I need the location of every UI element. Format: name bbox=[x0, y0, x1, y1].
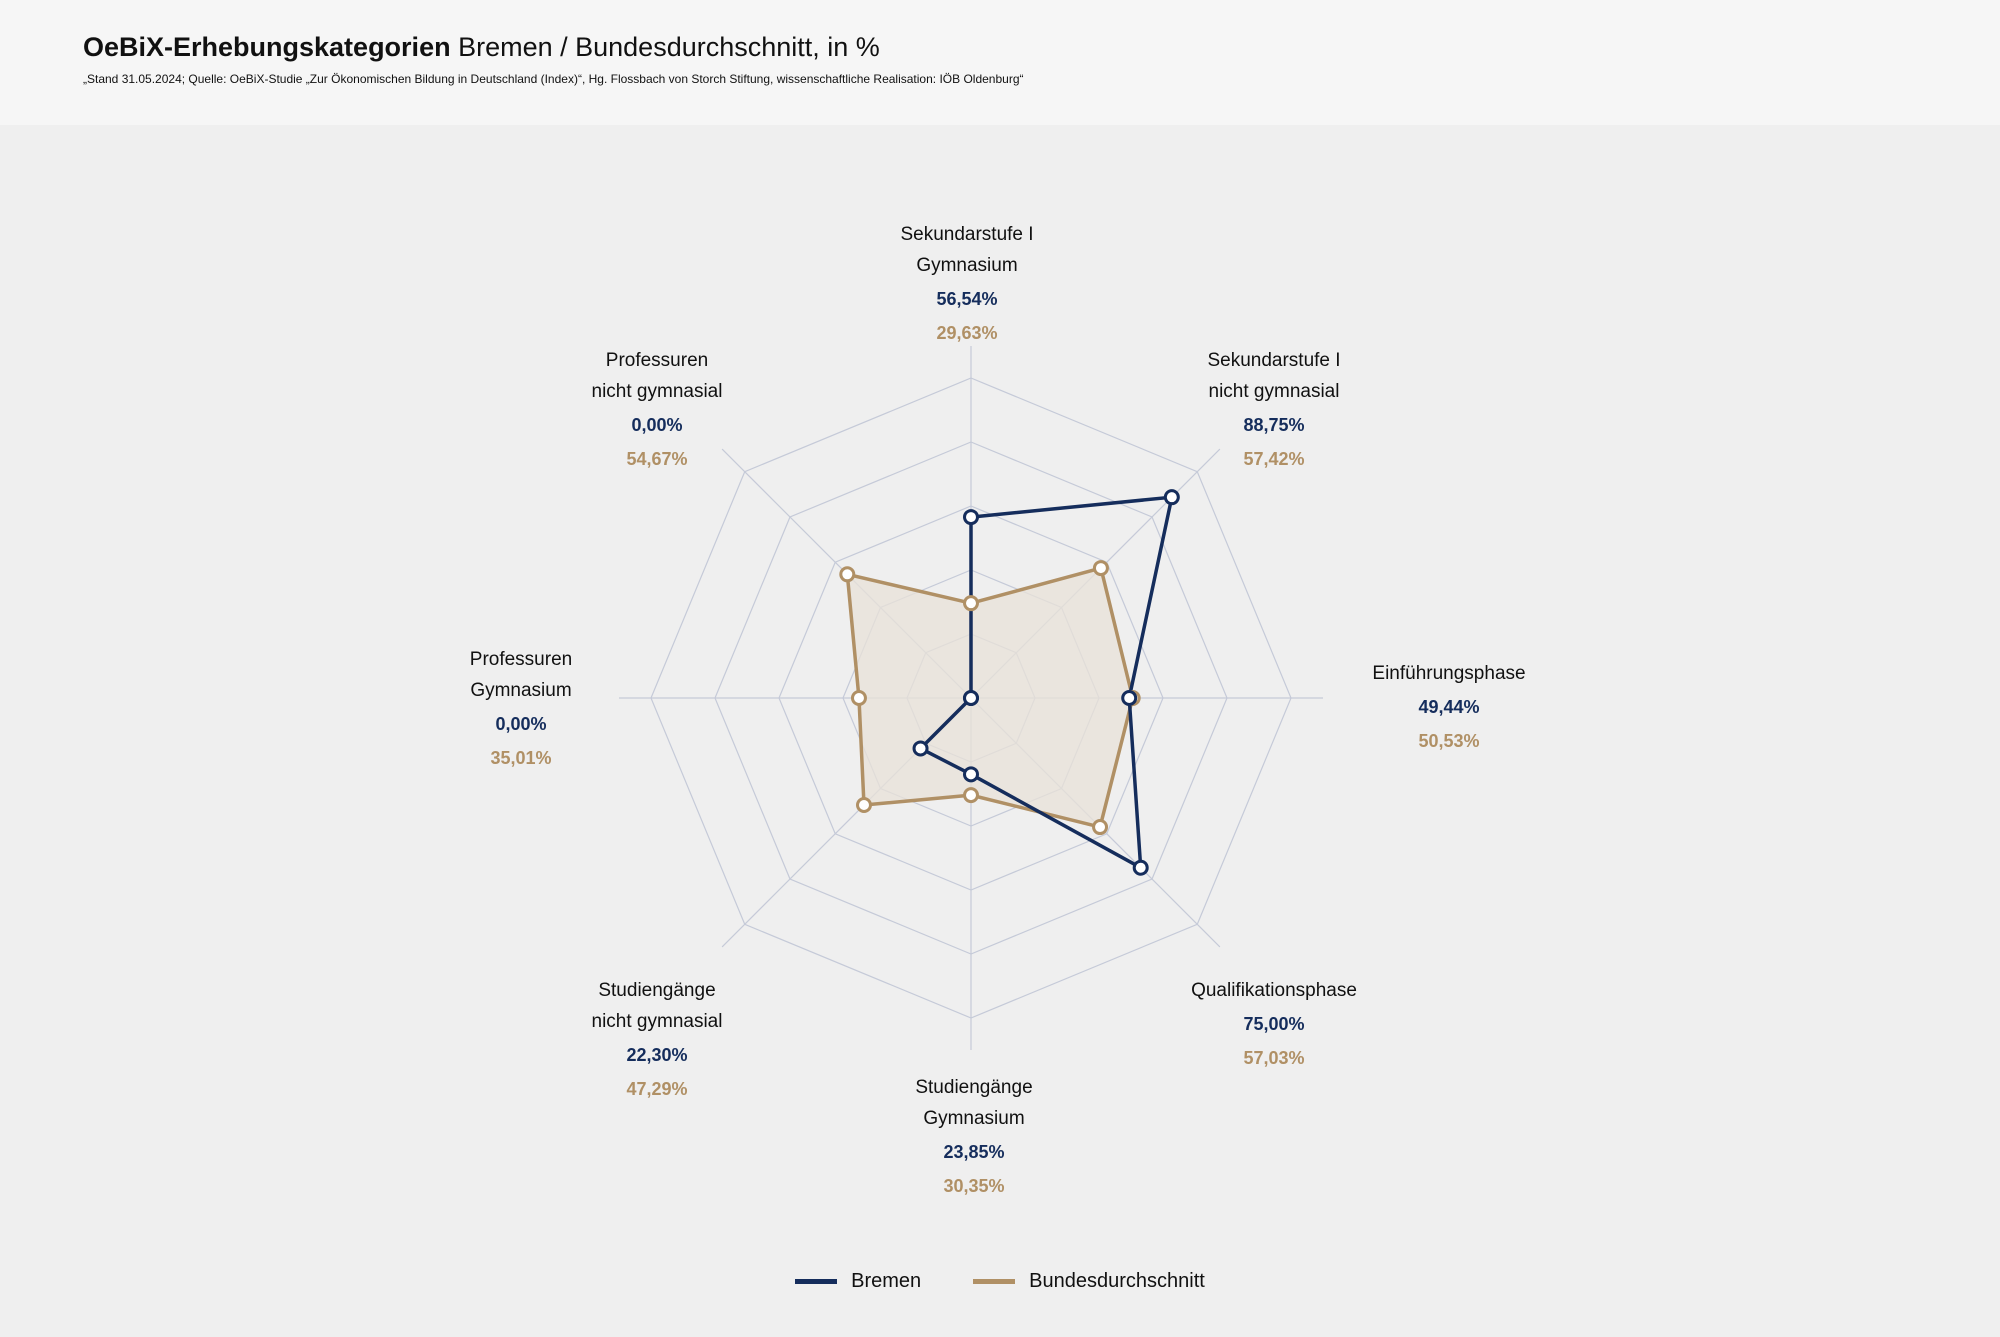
value-label-bund: 50,53% bbox=[1418, 731, 1479, 751]
legend: Bremen Bundesdurchschnitt bbox=[0, 1270, 2000, 1293]
value-label-bund: 57,03% bbox=[1243, 1048, 1304, 1068]
data-point-bremen bbox=[1163, 489, 1180, 506]
data-point-bremen bbox=[1132, 859, 1149, 876]
value-label-bremen: 75,00% bbox=[1243, 1014, 1304, 1034]
value-label-bremen: 56,54% bbox=[936, 289, 997, 309]
value-label-bund: 57,42% bbox=[1243, 449, 1304, 469]
value-label-bund: 54,67% bbox=[626, 449, 687, 469]
value-label-bremen: 0,00% bbox=[495, 714, 546, 734]
value-label-bremen: 23,85% bbox=[943, 1142, 1004, 1162]
axis-label: Sekundarstufe I bbox=[1207, 350, 1340, 371]
chart-title-rest: Bremen / Bundesdurchschnitt, in % bbox=[450, 32, 880, 62]
value-label-bremen: 0,00% bbox=[631, 415, 682, 435]
legend-label-bremen: Bremen bbox=[851, 1270, 922, 1292]
axis-label: Qualifikationsphase bbox=[1191, 980, 1357, 1001]
axis-label: nicht gymnasial bbox=[1209, 381, 1340, 402]
value-label-bund: 30,35% bbox=[943, 1176, 1004, 1196]
data-point-bund bbox=[850, 690, 867, 706]
series-line-bremen bbox=[918, 495, 1174, 870]
axis-label: Einführungsphase bbox=[1372, 663, 1525, 684]
data-point-bund bbox=[855, 797, 872, 814]
data-point-bund bbox=[1092, 819, 1109, 836]
value-label-bund: 35,01% bbox=[490, 748, 551, 768]
data-point-bremen bbox=[963, 766, 979, 783]
radar-labels: Sekundarstufe I Gymnasium 56,54% 29,63% Seku… bbox=[470, 224, 1526, 1196]
data-point-bremen bbox=[1121, 690, 1138, 706]
value-label-bremen: 49,44% bbox=[1418, 697, 1479, 717]
value-label-bund: 29,63% bbox=[936, 323, 997, 343]
value-label-bremen: 88,75% bbox=[1243, 415, 1304, 435]
legend-item-bund: Bundesdurchschnitt bbox=[973, 1270, 1205, 1293]
chart-source: „Stand 31.05.2024; Quelle: OeBiX-Studie … bbox=[83, 72, 1024, 86]
legend-label-bund: Bundesdurchschnitt bbox=[1029, 1270, 1205, 1292]
value-label-bremen: 22,30% bbox=[626, 1045, 687, 1065]
data-point-bund bbox=[839, 566, 856, 583]
axis-label: Sekundarstufe I bbox=[900, 224, 1033, 245]
axis-label: Gymnasium bbox=[923, 1108, 1024, 1129]
axis-label: Professuren bbox=[606, 350, 708, 371]
data-point-bremen bbox=[963, 690, 979, 706]
legend-item-bremen: Bremen bbox=[795, 1270, 921, 1293]
axis-label: Studiengänge bbox=[915, 1077, 1032, 1098]
radar-series bbox=[839, 489, 1180, 876]
data-point-bremen bbox=[963, 509, 979, 526]
chart-header: OeBiX-Erhebungskategorien Bremen / Bunde… bbox=[0, 0, 2000, 125]
value-label-bund: 47,29% bbox=[626, 1079, 687, 1099]
data-point-bund bbox=[963, 595, 979, 612]
series-line-bund bbox=[845, 566, 1135, 829]
axis-label: Gymnasium bbox=[470, 680, 571, 701]
axis-label: Professuren bbox=[470, 649, 572, 670]
data-point-bund bbox=[1092, 560, 1109, 577]
axis-label: nicht gymnasial bbox=[592, 381, 723, 402]
legend-swatch-bund bbox=[973, 1279, 1016, 1284]
legend-swatch-bremen bbox=[795, 1279, 838, 1284]
data-point-bund bbox=[963, 787, 979, 804]
axis-label: nicht gymnasial bbox=[592, 1011, 723, 1032]
axis-label: Studiengänge bbox=[598, 980, 715, 1001]
chart-title: OeBiX-Erhebungskategorien Bremen / Bunde… bbox=[83, 30, 880, 64]
axis-label: Gymnasium bbox=[916, 255, 1017, 276]
data-point-bremen bbox=[912, 740, 929, 757]
chart-title-bold: OeBiX-Erhebungskategorien bbox=[83, 32, 451, 62]
